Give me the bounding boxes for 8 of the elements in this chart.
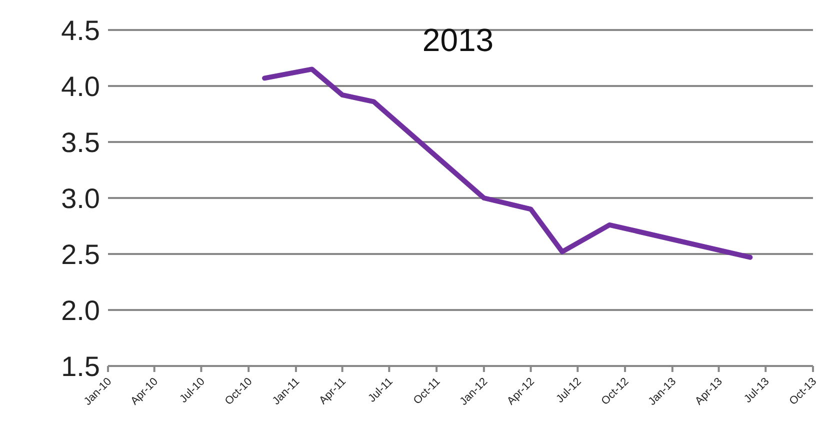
y-tick-label: 2.5 xyxy=(61,238,100,270)
y-tick-label: 4.5 xyxy=(61,14,100,46)
y-tick-label: 4.0 xyxy=(61,70,100,102)
y-tick-label: 2.0 xyxy=(61,294,100,326)
chart-title: 2013 xyxy=(421,22,495,59)
y-tick-label: 3.0 xyxy=(61,182,100,214)
y-tick-label: 3.5 xyxy=(61,126,100,158)
y-tick-label: 1.5 xyxy=(61,350,100,382)
